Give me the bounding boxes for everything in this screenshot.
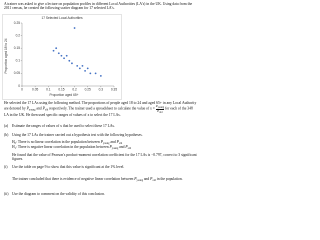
part-a: (a) Estimate the ranges of values of x th… (4, 124, 197, 128)
symbol: P (157, 108, 160, 113)
chart: 17 Selected Local Authorities Proportion… (2, 14, 122, 100)
text: = (151, 106, 156, 111)
label: (ii) (4, 192, 9, 196)
symbol: P (109, 145, 112, 149)
symbol: P (116, 140, 119, 144)
symbol: P (125, 145, 128, 149)
symbol: P (100, 140, 103, 144)
point (76, 64, 79, 67)
x-tick-label: 0.25 (85, 87, 91, 91)
part-b: (b) Using the 17 LAs the trainer carried … (4, 133, 197, 137)
method: He selected the 17 LAs using the followi… (4, 101, 197, 117)
x-tick-label: 0.3 (99, 87, 104, 91)
point (52, 49, 55, 52)
intro: A trainer was asked to give a lecture on… (4, 2, 193, 11)
text: The trainer concluded that there is evid… (12, 177, 135, 181)
point (86, 67, 89, 70)
y-tick-label: 0.15 (14, 46, 20, 50)
text: and (35, 106, 43, 111)
point (78, 67, 81, 70)
y-axis-label: Proportion aged 18 to 24 (4, 38, 8, 73)
chart-title: 17 Selected Local Authorities (41, 16, 83, 20)
text: : There is negative linear correlation i… (15, 145, 110, 149)
x-axis-label: Proportion aged 65+ (50, 93, 79, 97)
y-tick-label: 0.05 (14, 71, 20, 75)
x-tick-label: 0.2 (72, 87, 77, 91)
symbol: P (155, 104, 158, 109)
conclusion: The trainer concluded that there is evid… (12, 177, 197, 182)
text: Use the table on page 9 to show that thi… (12, 165, 125, 169)
symbol: x (150, 106, 152, 111)
y-tick-label: 0.25 (14, 21, 20, 25)
fraction: Pyoung Pold (155, 104, 165, 114)
h0: H0: There is no linear correlation in th… (12, 140, 197, 145)
subscript: young (111, 146, 119, 150)
text: and (143, 177, 151, 181)
text: for each of the 348 LA in the UK. He the… (4, 106, 193, 117)
text: and (118, 145, 126, 149)
subscript: old (159, 110, 163, 114)
h1: H1: There is negative linear correlation… (12, 145, 197, 150)
symbol: P (26, 106, 29, 111)
text: Estimate the ranges of values of x that … (12, 124, 115, 128)
found: He found that the value of Pearson's pro… (12, 153, 197, 162)
text: respectively. The trainer used a spreads… (48, 106, 151, 111)
point (63, 57, 65, 60)
x-tick-label: 0.15 (58, 87, 64, 91)
text: Using the 17 LAs the trainer carried out… (12, 133, 143, 137)
point (84, 69, 86, 72)
point (89, 72, 92, 75)
text: in the population. (155, 177, 183, 181)
subscript: old (44, 108, 49, 112)
label: (i) (4, 165, 8, 169)
y-tick-label: 0.2 (16, 33, 21, 37)
text: He selected the 17 LAs using the followi… (4, 101, 197, 111)
symbol: P (134, 177, 137, 181)
point (73, 27, 76, 29)
point (99, 75, 102, 77)
chart-frame (2, 14, 122, 100)
point (94, 72, 97, 75)
point (55, 47, 58, 50)
label: (b) (4, 133, 9, 137)
subscript: old (118, 141, 123, 145)
part-b-ii: (ii) Use the diagram to comment on the va… (4, 192, 197, 196)
point (81, 64, 84, 67)
y-tick-label: 0 (18, 84, 20, 88)
label: (a) (4, 124, 9, 128)
subscript: young (136, 178, 143, 182)
subscript: young (157, 106, 165, 110)
point (57, 52, 60, 55)
subscript: young (102, 141, 110, 145)
subscript: young (28, 108, 36, 112)
subscript: 1 (14, 146, 16, 150)
text: and (109, 140, 117, 144)
part-b-i: (i) Use the table on page 9 to show that … (4, 165, 197, 169)
x-tick-label: 0.05 (32, 87, 38, 91)
symbol: H (12, 140, 15, 144)
point (65, 54, 68, 57)
text: Use the diagram to comment on the validi… (12, 192, 105, 196)
point (71, 62, 73, 65)
subscript: old (127, 146, 132, 150)
page: A trainer was asked to give a lecture on… (2, 2, 197, 196)
point (60, 54, 63, 57)
symbol: P (42, 106, 45, 111)
x-tick-label: 0.35 (111, 87, 117, 91)
y-tick-label: 0.1 (16, 59, 21, 63)
x-tick-label: 0 (21, 87, 23, 91)
x-tick-label: 0.1 (46, 87, 51, 91)
symbol: H (12, 145, 15, 149)
symbol: P (150, 177, 153, 181)
point (68, 59, 71, 62)
subscript: 0 (14, 141, 16, 145)
text: : There is no linear correlation in the … (15, 140, 101, 144)
subscript: old (152, 178, 156, 182)
